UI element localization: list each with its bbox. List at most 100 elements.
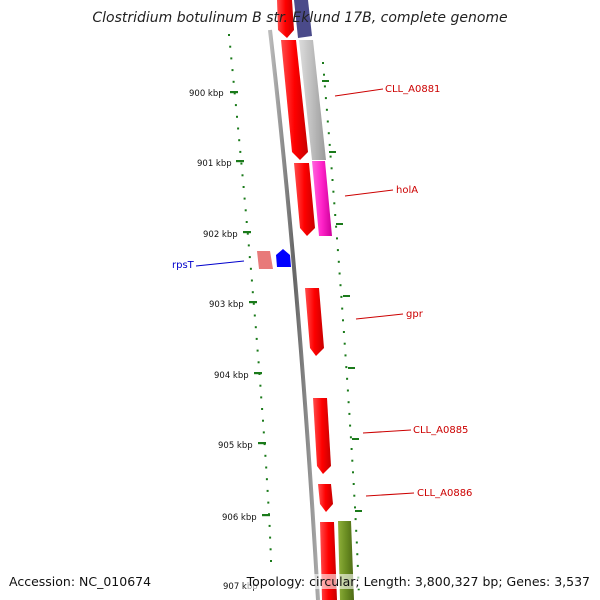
ring-dot (259, 384, 262, 387)
tick-label: 900 kbp (189, 89, 224, 99)
inner-dotted-ring (228, 34, 272, 562)
ring-dot (355, 541, 358, 544)
gene-cll-a0885[interactable] (313, 398, 331, 474)
ring-dot (265, 478, 268, 481)
ring-dot (256, 349, 259, 352)
genome-backbone (268, 29, 320, 600)
tick-label: 904 kbp (214, 371, 249, 381)
ring-dot (343, 342, 346, 345)
ring-dot (260, 396, 263, 399)
gene-cll-a0886[interactable] (318, 484, 333, 512)
ring-dot (239, 150, 242, 153)
outer-ring-dashes (322, 80, 362, 512)
gene-cll-a0881[interactable] (281, 40, 308, 160)
ring-dot (262, 419, 264, 422)
tick-907kbp: 907 kbp (223, 582, 258, 592)
ring-dot (352, 483, 355, 485)
ring-dot (243, 197, 246, 200)
ring-dot (249, 267, 252, 270)
tick-label: 902 kbp (203, 230, 238, 240)
label-cll-a0881: CLL_A0881 (385, 84, 440, 95)
tick-label: 903 kbp (209, 300, 244, 310)
label-gpr: gpr (406, 309, 424, 320)
tick-label: 906 kbp (222, 513, 257, 523)
ring-dot (354, 506, 356, 509)
label-cll-a0886: CLL_A0886 (417, 488, 472, 499)
ring-dot (254, 326, 257, 329)
ring-dot (350, 448, 353, 450)
feature-track (257, 0, 354, 600)
ring-dot (326, 120, 329, 123)
ring-dot (236, 115, 238, 118)
ring-dot (245, 221, 248, 223)
ring-dot (253, 314, 256, 317)
ring-dot (246, 232, 249, 235)
ring-dot (357, 588, 360, 591)
ring-dot (328, 143, 331, 146)
topology-summary: Topology: circular; Length: 3,800,327 bp… (246, 574, 590, 589)
ring-dot (345, 366, 348, 369)
cog-gray-block[interactable] (299, 40, 326, 160)
ring-dot (269, 536, 272, 539)
ring-dot (333, 202, 336, 205)
tick-903kbp: 903 kbp (209, 300, 257, 310)
ring-dot (351, 459, 354, 462)
leader-lines (195, 88, 415, 497)
tick-901kbp: 901 kbp (197, 159, 244, 169)
ring-dot (262, 431, 265, 434)
ring-dot (347, 401, 350, 404)
gene-rpst[interactable] (276, 249, 291, 267)
ring-dot (251, 291, 254, 294)
ring-dot (337, 260, 340, 263)
ring-dot (270, 560, 272, 562)
gene-top-navy[interactable] (294, 0, 312, 38)
ring-dot (348, 412, 351, 415)
ring-dot (244, 209, 247, 212)
ring-dot (325, 108, 328, 111)
ring-dot (264, 454, 267, 457)
ring-dot (265, 466, 268, 469)
ring-dot (323, 85, 326, 88)
label-hola: holA (396, 185, 418, 196)
cog-magenta-block[interactable] (312, 161, 332, 236)
label-cll-a0885: CLL_A0885 (413, 425, 468, 436)
ring-dot (252, 302, 255, 305)
ring-dot (248, 256, 251, 259)
ring-dot (228, 34, 230, 36)
gene-gpr[interactable] (305, 288, 324, 356)
ring-dot (335, 225, 338, 228)
gene-top-red[interactable] (277, 0, 294, 38)
ring-dot (330, 167, 333, 170)
gene-hola[interactable] (294, 163, 315, 236)
ring-dot (341, 307, 344, 310)
ring-dot (349, 436, 352, 439)
ring-dot (238, 139, 241, 142)
ring-dot (232, 80, 235, 83)
tick-900kbp: 900 kbp (189, 89, 238, 99)
ring-dot (257, 361, 260, 364)
ring-dot (230, 57, 233, 60)
ring-dot (338, 272, 341, 275)
ring-dot (255, 337, 258, 340)
ring-dot (268, 524, 271, 527)
map-title: Clostridium botulinum B str. Eklund 17B,… (92, 10, 508, 26)
ring-dot (231, 69, 234, 72)
ring-dot (324, 97, 327, 100)
ring-dot (334, 214, 337, 216)
outer-dotted-ring (322, 62, 360, 591)
ring-dot (250, 279, 253, 282)
tick-905kbp: 905 kbp (218, 441, 266, 451)
tick-902kbp: 902 kbp (203, 230, 251, 240)
tick-label: 907 kbp (223, 582, 258, 592)
ring-dot (322, 62, 324, 64)
ring-dot (354, 518, 357, 521)
ring-dot (356, 564, 359, 567)
tick-904kbp: 904 kbp (214, 371, 262, 381)
ring-dot (355, 529, 358, 532)
ring-dot (349, 424, 352, 427)
rrna-pink-block[interactable] (257, 251, 273, 269)
ring-dot (327, 132, 330, 135)
ring-dot (336, 237, 338, 240)
ring-dot (241, 174, 244, 177)
